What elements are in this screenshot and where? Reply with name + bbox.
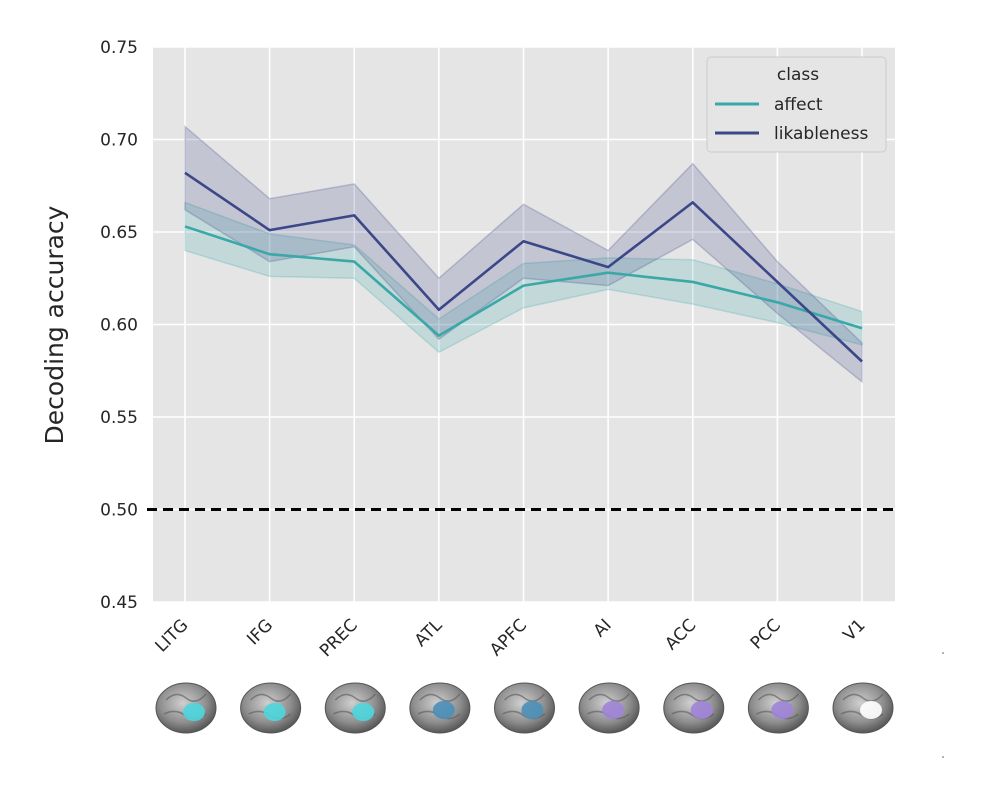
ci-band-affect [184,201,863,354]
corner-dot-bottom [942,756,944,758]
brain-icon-PCC [747,682,809,734]
x-tick-label: PREC [316,615,362,661]
brain-icon-V1 [832,682,894,734]
y-tick-label: 0.55 [100,408,138,428]
brain-icon-IFG [240,682,302,734]
legend: class affect likableness [706,56,887,153]
region-highlight-ACC [690,701,713,719]
y-axis-title: Decoding accuracy [40,205,69,444]
region-highlight-APFC [521,701,544,719]
confidence-bands [184,124,863,384]
legend-label-affect: affect [774,95,823,115]
y-tick-label: 0.60 [100,316,138,336]
x-tick-labels: LITG IFG PREC ATL APFC AI ACC PCC V1 [151,615,869,661]
series-lines [184,171,863,363]
x-tick-label: IFG [243,615,277,649]
y-tick-label: 0.45 [100,593,138,613]
x-tick-label: ATL [411,615,447,651]
ci-band-likableness [184,124,863,384]
legend-label-likableness: likableness [774,124,868,144]
y-tick-labels: 0.45 0.50 0.55 0.60 0.65 0.70 0.75 [100,38,138,613]
y-tick-label: 0.65 [100,223,138,243]
brain-icon-AI [578,682,640,734]
region-highlight-LITG [183,703,205,721]
y-tick-label: 0.75 [100,38,138,58]
brain-icon-LITG [155,682,217,734]
y-tick-label: 0.50 [100,501,138,521]
brain-icon-APFC [494,682,555,734]
y-tick-label: 0.70 [100,131,138,151]
region-highlight-PCC [771,701,794,719]
brain-region-icons [155,682,894,734]
brain-icon-ACC [663,682,725,734]
brain-icon-ATL [409,682,471,734]
x-tick-label: PCC [747,615,785,653]
region-highlight-V1 [860,701,882,719]
corner-dot-top [942,652,944,654]
legend-title: class [777,65,819,85]
x-tick-label: APFC [486,615,531,660]
legend-box [706,56,887,153]
x-tick-label: ACC [661,615,700,654]
x-tick-label: LITG [151,615,192,656]
brain-icon-PREC [324,682,386,734]
region-highlight-AI [602,701,625,719]
region-highlight-IFG [263,703,286,721]
x-tick-label: V1 [840,615,870,645]
region-highlight-PREC [352,703,375,721]
x-tick-label: AI [590,615,616,641]
region-highlight-ATL [432,701,455,719]
